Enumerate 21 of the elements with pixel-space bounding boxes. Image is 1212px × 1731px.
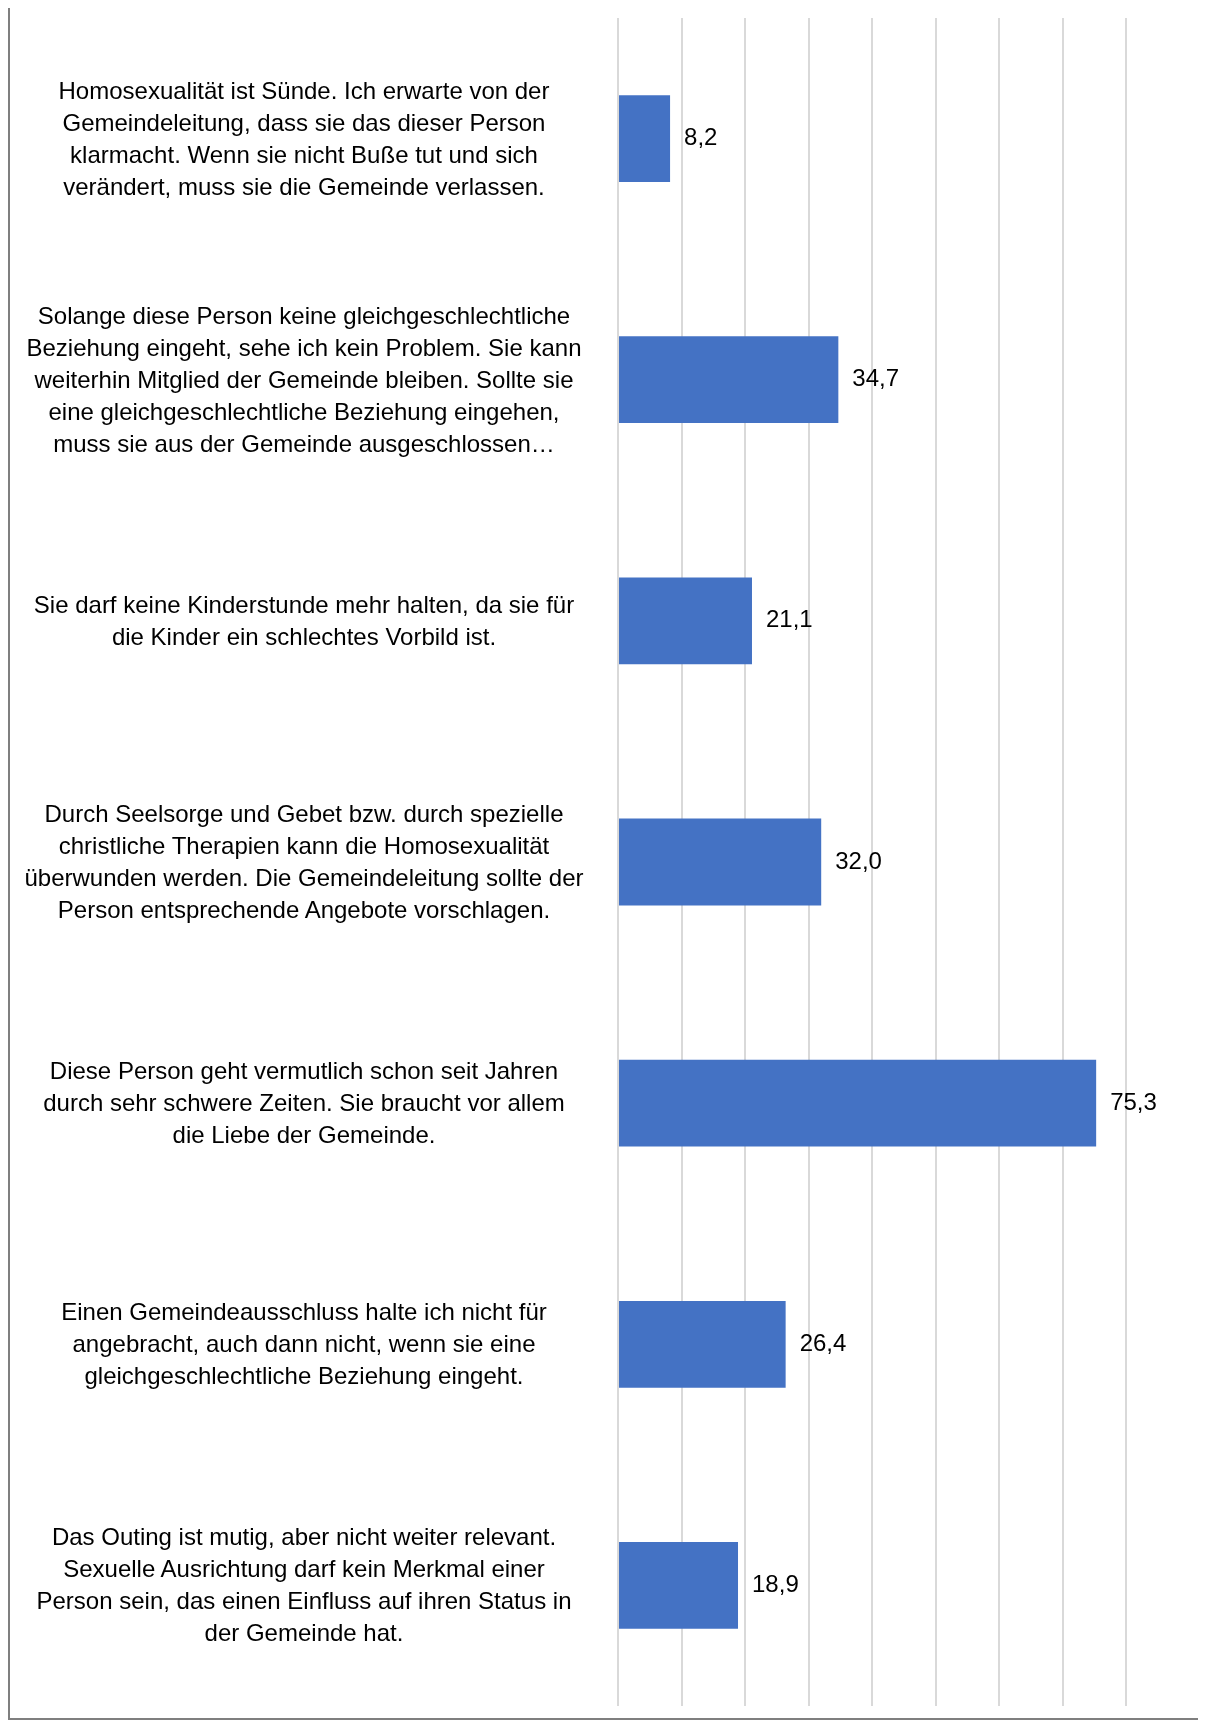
bar <box>619 95 671 182</box>
bar <box>619 336 839 424</box>
bar <box>619 1300 786 1388</box>
bar <box>619 1059 1097 1147</box>
data-label: 26,4 <box>799 1328 847 1356</box>
y-tick-label: Solange diese Person keine gleichgeschlechtliche Beziehung eingeht, sehe ich kein Problem. Sie kann weiterhin Mitglied der Gemeinde bleiben. Sollte sie eine gleichgeschlechtliche Beziehung eingehen, muss sie aus der Gemeinde ausgeschlossen… <box>25 300 583 459</box>
bar <box>619 577 752 665</box>
y-tick-label: Durch Seelsorge und Gebet bzw. durch spezielle christliche Therapien kann die Homosexualität überwunden werden. Die Gemeindeleitung sollte der Person entsprechende Angebote vorschlagen. <box>24 799 584 925</box>
bar <box>619 1542 739 1629</box>
data-label: 18,9 <box>752 1570 799 1598</box>
data-label: 8,2 <box>684 123 718 151</box>
data-label: 32,0 <box>835 846 882 874</box>
y-tick-label: Einen Gemeindeausschluss halte ich nicht für angebracht, auch dann nicht, wenn sie eine gleichgeschlechtliche Beziehung eingeht. <box>60 1297 548 1392</box>
y-tick-label: Diese Person geht vermutlich schon seit Jahren durch sehr schwere Zeiten. Sie braucht vor allem die Liebe der Gemeinde. <box>42 1056 566 1151</box>
y-tick-label: Sie darf keine Kinderstunde mehr halten, da sie für die Kinder ein schlechtes Vorbild ist. <box>32 589 576 652</box>
data-label: 21,1 <box>765 605 813 633</box>
bar <box>619 818 822 906</box>
data-label: 75,3 <box>1110 1087 1157 1115</box>
y-tick-label: Das Outing ist mutig, aber nicht weiter relevant. Sexuelle Ausrichtung darf kein Merkmal einer Person sein, das einen Einfluss auf ihren Status in der Gemeinde hat. <box>35 1522 573 1649</box>
data-label: 34,7 <box>852 364 900 392</box>
y-tick-label: Homosexualität ist Sünde. Ich erwarte von der Gemeindeleitung, dass sie das dieser Person klarmacht. Wenn sie nicht Buße tut und sich verändert, muss sie die Gemeinde verlassen. <box>57 75 551 202</box>
